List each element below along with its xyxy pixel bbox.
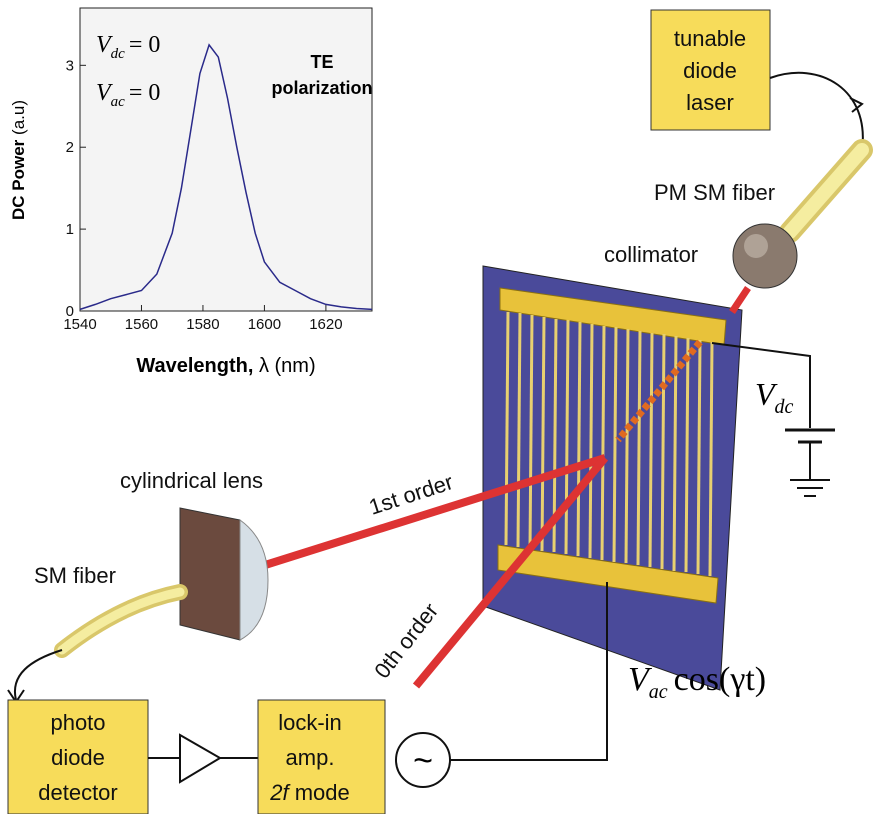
y-tick-label: 0 (66, 303, 74, 320)
lockin-label: lock-in (278, 710, 342, 735)
x-tick-label: 1600 (248, 316, 281, 333)
note: TE (310, 52, 333, 72)
y-tick-label: 1 (66, 221, 74, 238)
detector-label: photo (50, 710, 105, 735)
annotation: Vac= 0 (96, 80, 160, 110)
figure: tunable diode laser PM SM fiber collimat… (0, 0, 874, 814)
x-unit: λ (nm) (259, 355, 316, 377)
y-label: DC Power (9, 139, 28, 220)
detector-label: diode (51, 745, 105, 770)
note: polarization (271, 78, 372, 98)
inset-chart: DC Power (a.u) Wavelength, λ (nm) Vdc= 0… (9, 8, 373, 377)
detector-label: detector (38, 780, 118, 805)
lockin-label: 2f mode (269, 780, 350, 805)
annotation: Vdc= 0 (96, 32, 160, 62)
beam (732, 288, 748, 312)
y-axis-label: DC Power (a.u) (9, 100, 28, 220)
x-tick-label: 1560 (125, 316, 158, 333)
vac-rest: cos(γt) (674, 661, 766, 698)
sm-fiber-label: SM fiber (34, 563, 116, 588)
vac-sub: ac (649, 681, 668, 703)
x-tick-label: 1580 (186, 316, 219, 333)
highlight (744, 234, 768, 258)
lens-label: cylindrical lens (120, 468, 263, 493)
ann-sub: ac (111, 94, 126, 110)
fiber-line (770, 73, 863, 150)
ann-rest: = 0 (129, 80, 161, 106)
vdc-label: Vdc (755, 376, 794, 418)
x-axis-label: Wavelength, λ (nm) (136, 355, 315, 377)
lockin-label: amp. (286, 745, 335, 770)
laser-label: laser (686, 90, 734, 115)
collimator-label: collimator (604, 242, 698, 267)
x-label: Wavelength, (136, 355, 253, 377)
lens-face (240, 520, 268, 640)
ac-source-symbol: ~ (413, 742, 433, 780)
x-tick-label: 1620 (309, 316, 342, 333)
lens (180, 508, 240, 640)
y-tick-label: 2 (66, 139, 74, 156)
pm-fiber-label: PM SM fiber (654, 180, 775, 205)
laser-label: diode (683, 58, 737, 83)
y-unit: (a.u) (9, 100, 28, 135)
laser-label: tunable (674, 26, 746, 51)
vdc-sub: dc (775, 396, 794, 418)
amplifier (180, 735, 220, 782)
ann-rest: = 0 (129, 32, 161, 58)
ann-sub: dc (111, 46, 126, 62)
fiber (790, 150, 862, 232)
y-tick-label: 3 (66, 57, 74, 74)
lockin-mode: mode (289, 780, 350, 805)
collimator (733, 224, 797, 288)
